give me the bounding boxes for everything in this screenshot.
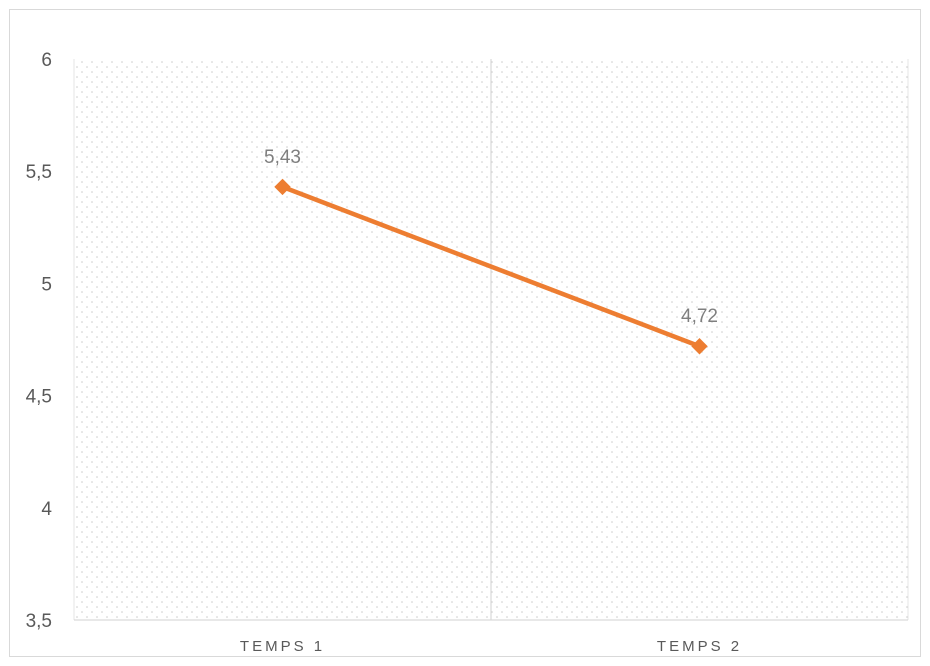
data-label: 5,43 bbox=[264, 147, 301, 168]
data-point-marker bbox=[691, 338, 708, 355]
x-category-label: TEMPS 2 bbox=[657, 638, 742, 655]
x-axis: TEMPS 1 TEMPS 2 bbox=[240, 638, 742, 655]
category-dividers bbox=[73, 59, 909, 620]
y-tick-label: 5 bbox=[41, 274, 52, 295]
y-axis: 3,5 4 4,5 5 5,5 6 bbox=[26, 50, 53, 632]
series-layer: 5,43 4,72 bbox=[264, 147, 718, 355]
y-tick-label: 4 bbox=[41, 499, 52, 520]
y-tick-label: 5,5 bbox=[26, 162, 52, 183]
y-tick-label: 6 bbox=[41, 50, 52, 71]
series-line bbox=[280, 184, 702, 349]
data-label: 4,72 bbox=[681, 306, 718, 327]
x-category-label: TEMPS 1 bbox=[240, 638, 325, 655]
y-tick-label: 4,5 bbox=[26, 387, 52, 408]
data-point-marker bbox=[274, 178, 291, 196]
y-tick-label: 3,5 bbox=[26, 611, 52, 632]
